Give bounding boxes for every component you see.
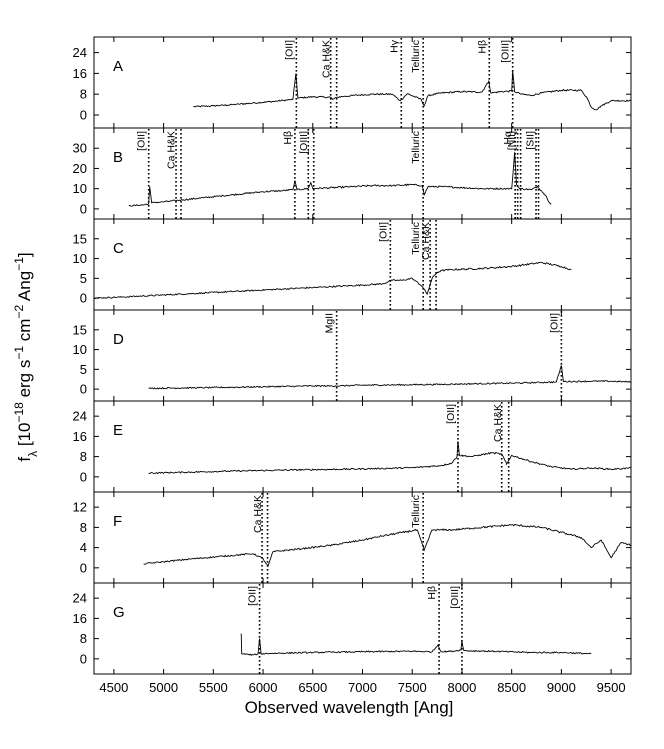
line-label: [OII]: [283, 40, 295, 60]
panel-frame: [93, 491, 632, 584]
line-label: Hα: [502, 131, 514, 145]
x-tick-label: 9500: [597, 680, 626, 695]
y-tick-label: 10: [73, 251, 87, 266]
line-label: Hγ: [388, 39, 400, 53]
y-tick-label: 0: [80, 291, 87, 306]
line-label: [OIII]: [500, 40, 512, 63]
spectrum-line: [93, 261, 572, 300]
line-label: [OII]: [377, 222, 389, 242]
line-label: [NII]: [506, 131, 518, 150]
line-label: Telluric: [410, 495, 422, 528]
line-label: Hβ: [426, 586, 438, 600]
y-tick-label: 16: [73, 429, 87, 444]
panel-b: 0 10 20 30 B [OII] Ca H&K Hβ [OIII] Telluric Hα[NI…: [73, 127, 632, 220]
y-tick-label: 5: [80, 362, 87, 377]
line-label: Ca H&K: [321, 40, 333, 78]
line-label: [SII]: [524, 131, 536, 150]
x-tick-label: 6500: [298, 680, 327, 695]
line-label: [OII]: [247, 586, 259, 606]
y-tick-label: 24: [73, 409, 87, 424]
y-tick-label: 20: [73, 161, 87, 176]
x-tick-label: 5000: [149, 680, 178, 695]
y-tick-label: 0: [80, 560, 87, 575]
x-axis: 4500 5000 5500 6000 6500 7000 7500 8000 8500 9000…: [99, 680, 625, 695]
line-label: [OIII]: [298, 131, 310, 154]
y-tick-label: 24: [73, 591, 87, 606]
y-tick-label: 0: [80, 201, 87, 216]
line-label: [OII]: [136, 131, 148, 151]
line-label: Hβ: [282, 131, 294, 145]
y-tick-label: 12: [73, 500, 87, 515]
line-label: [OII]: [548, 313, 560, 333]
line-label: Ca H&K: [420, 222, 432, 260]
y-tick-label: 0: [80, 108, 87, 123]
line-label: [OII]: [445, 404, 457, 424]
panel-frame: [93, 582, 632, 675]
spectrum-line: [148, 441, 632, 475]
panel-g: 0 8 16 24 G [OII] Hβ [OIII]: [73, 582, 632, 675]
y-tick-label: 0: [80, 651, 87, 666]
panel-f: 0 4 8 12 F Ca H&K Telluric: [73, 491, 632, 584]
panel-letter: C: [113, 240, 124, 257]
x-tick-label: 6000: [249, 680, 278, 695]
x-axis-label: Observed wavelength [Ang]: [245, 698, 454, 717]
x-tick-label: 9000: [547, 680, 576, 695]
panel-a: 0 8 16 24 A [OII] Ca H&K Hγ Telluric Hβ [OIII]: [73, 36, 632, 129]
spectrum-line: [148, 365, 632, 390]
spectrum-line: [240, 633, 592, 657]
y-tick-label: 4: [80, 540, 87, 555]
panel-letter: F: [113, 513, 122, 530]
line-label: Telluric: [410, 40, 422, 73]
panel-d: 0 5 10 15 D MgII [OII]: [73, 309, 632, 402]
line-label: Hβ: [476, 40, 488, 54]
x-tick-label: 7500: [398, 680, 427, 695]
y-axis-label: fλ [10−18 erg s−1 cm−2 Ang−1]: [12, 252, 40, 461]
line-label: Telluric: [410, 131, 422, 164]
x-tick-label: 8000: [447, 680, 476, 695]
y-tick-label: 15: [73, 231, 87, 246]
spectrum-line: [193, 70, 632, 111]
spectrum-line: [143, 523, 632, 568]
x-tick-label: 7000: [348, 680, 377, 695]
line-label: Ca H&K: [166, 131, 178, 169]
line-label: MgII: [324, 313, 336, 333]
y-tick-label: 16: [73, 611, 87, 626]
y-tick-label: 15: [73, 322, 87, 337]
y-tick-label: 16: [73, 66, 87, 81]
y-tick-label: 8: [80, 520, 87, 535]
y-tick-label: 10: [73, 181, 87, 196]
panel-letter: B: [113, 149, 123, 166]
x-tick-label: 8500: [497, 680, 526, 695]
x-tick-label: 4500: [99, 680, 128, 695]
panel-letter: G: [113, 604, 125, 621]
panel-frame: [93, 400, 632, 493]
y-tick-label: 10: [73, 342, 87, 357]
y-tick-label: 24: [73, 45, 87, 60]
y-tick-label: 8: [80, 449, 87, 464]
line-label: Ca H&K: [492, 404, 504, 442]
line-label: Ca H&K: [252, 495, 264, 533]
panel-letter: D: [113, 331, 124, 348]
y-tick-label: 0: [80, 469, 87, 484]
panel-e: 0 8 16 24 E [OII] Ca H&K: [73, 400, 632, 493]
panel-letter: A: [113, 58, 123, 75]
spectra-panels: 0 8 16 24 A [OII] Ca H&K Hγ Telluric Hβ [OIII] 0 10 2…: [73, 36, 632, 675]
y-tick-label: 5: [80, 271, 87, 286]
panel-frame: [93, 218, 632, 311]
y-tick-label: 8: [80, 87, 87, 102]
x-tick-label: 5500: [199, 680, 228, 695]
panel-letter: E: [113, 422, 123, 439]
line-label: [OIII]: [449, 586, 461, 609]
y-tick-label: 8: [80, 631, 87, 646]
y-tick-label: 0: [80, 382, 87, 397]
y-tick-label: 30: [73, 141, 87, 156]
line-label: Telluric: [410, 222, 422, 255]
spectrum-line: [128, 152, 552, 207]
panel-frame: [93, 36, 632, 129]
